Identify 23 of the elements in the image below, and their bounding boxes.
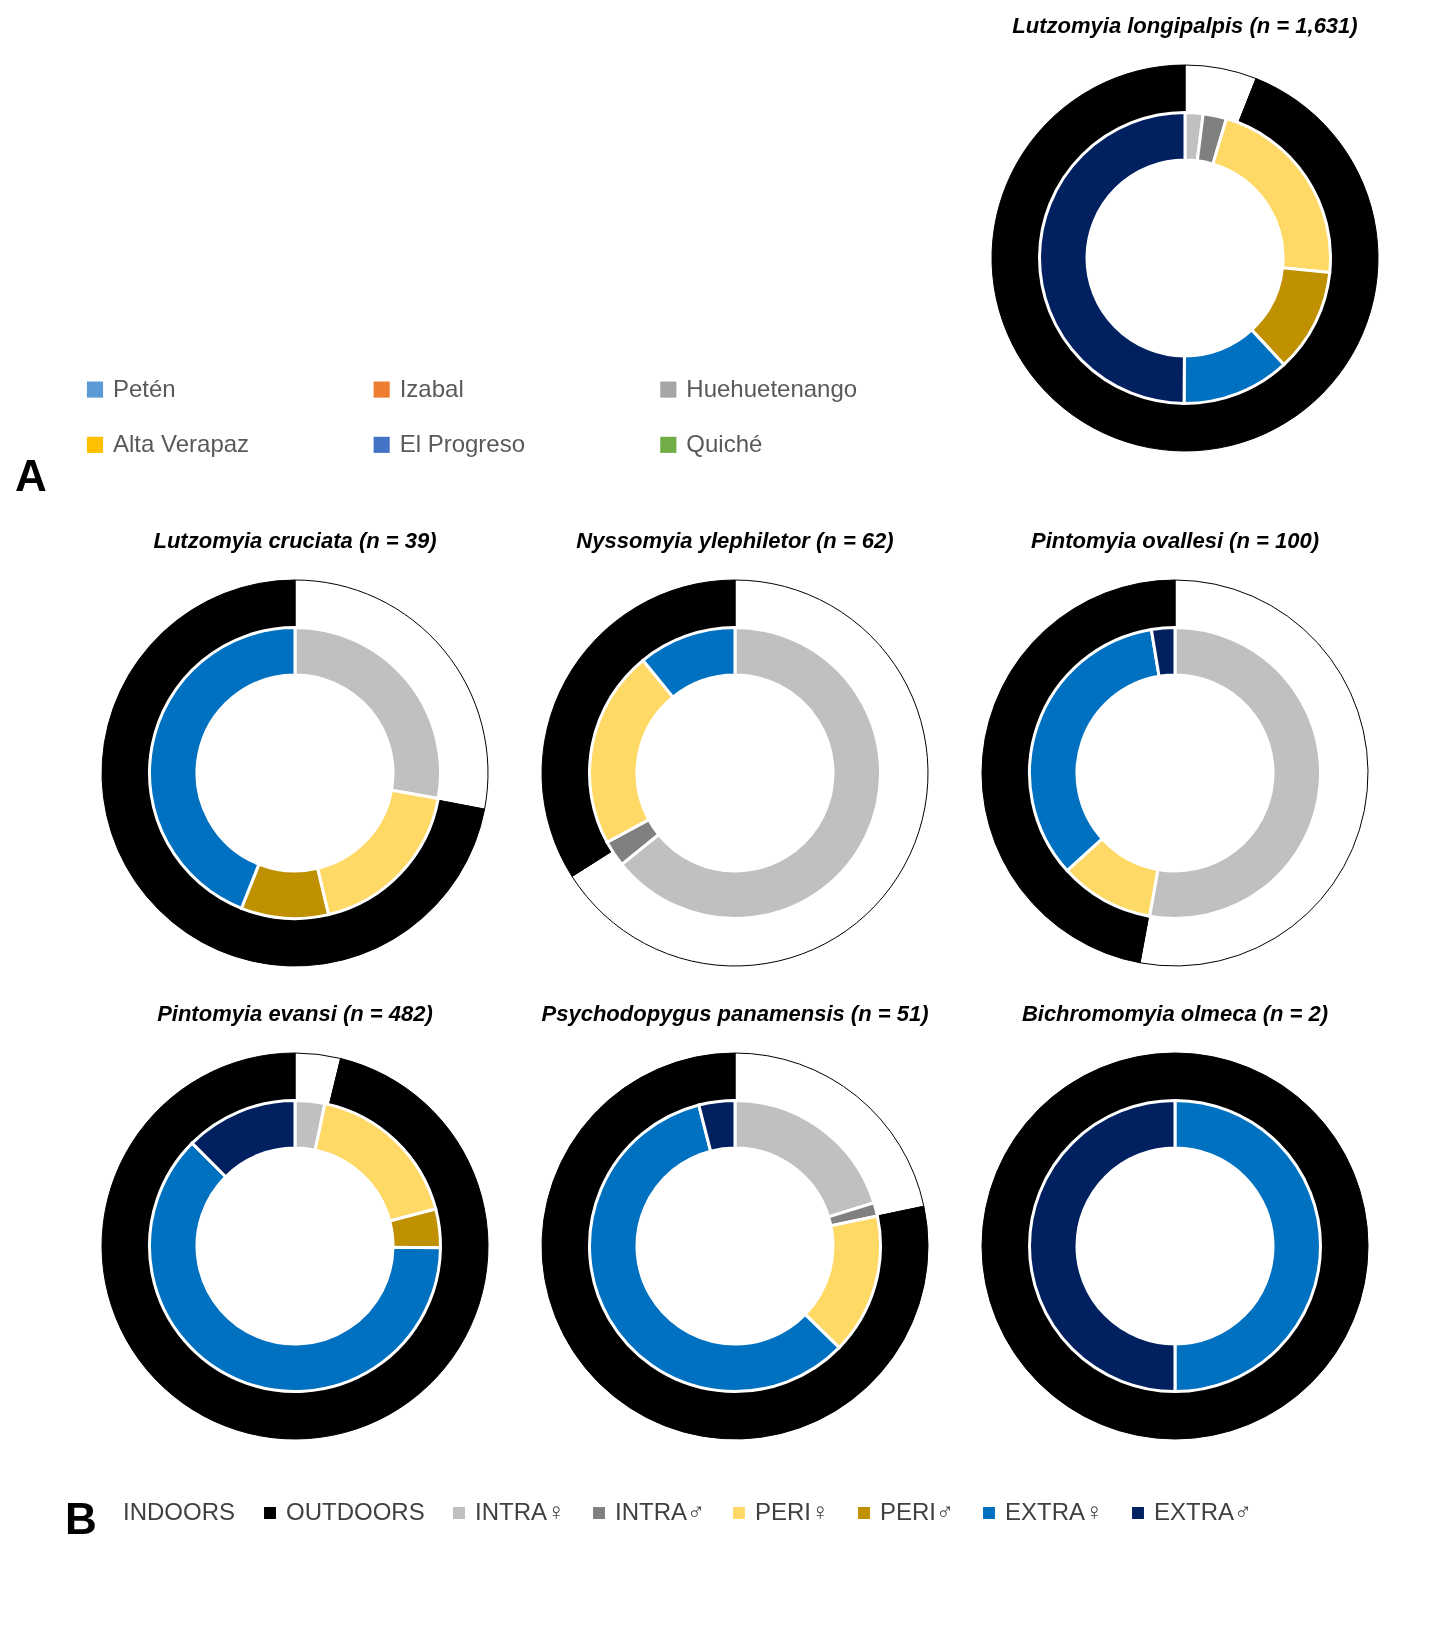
category-label: Izabal <box>399 374 464 402</box>
chart-title: Pintomyia ovallesi (n = 100) <box>1031 528 1319 553</box>
category-label: Quiché <box>686 429 763 457</box>
category-label: Huehuetenango <box>686 374 858 402</box>
category-label: El Progreso <box>399 429 526 457</box>
legend-label: INTRA♀ <box>475 1498 565 1525</box>
legend-label: EXTRA♀ <box>1005 1498 1104 1525</box>
category-label: Petén <box>113 374 176 402</box>
chart-title: Bichromomyia olmeca (n = 2) <box>1021 1001 1329 1026</box>
legend-label: OUTDOORS <box>286 1498 425 1525</box>
category-label: INDOORS <box>123 1498 236 1525</box>
chart-title: Psychodopygus panamensis (n = 51) <box>541 1001 929 1026</box>
chart-title: Lutzomyia cruciata (n = 39) <box>153 528 437 553</box>
legend-label: PERI♂ <box>880 1498 955 1525</box>
category-label: Alta Verapaz <box>113 429 250 457</box>
legend-label: PERI♀ <box>755 1498 830 1525</box>
text: B <box>65 1494 97 1543</box>
chart-title: Nyssomyia ylephiletor (n = 62) <box>576 528 894 553</box>
legend-label: INTRA♂ <box>615 1498 705 1525</box>
legend-label: EXTRA♂ <box>1154 1498 1253 1525</box>
chart-title: Lutzomyia longipalpis (n = 1,631) <box>1012 13 1358 38</box>
chart-title: Pintomyia evansi (n = 482) <box>157 1001 433 1026</box>
text: A <box>15 451 47 500</box>
